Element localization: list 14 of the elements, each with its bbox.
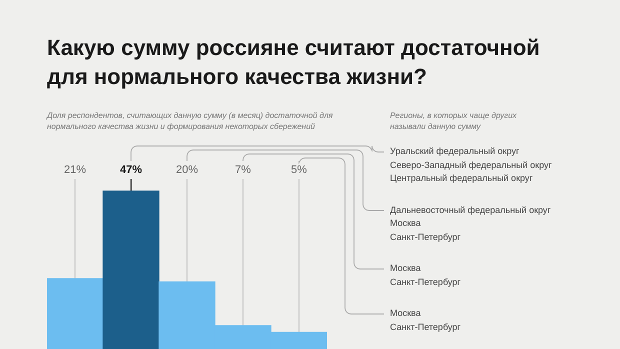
data-label: 21% [64,164,86,176]
bar [47,278,104,349]
text: Регионы, в которых чаще других называли данную сумму [390,110,517,132]
text: Дальневосточный федеральный округ Москва Санкт-Петербург [390,204,551,244]
chart-subtitle: Доля респондентов, считающих данную сумму (в месяц) достаточной для нормального качества жизни и формирования некоторых сбережений [47,110,334,132]
data-label: 5% [291,164,308,176]
bar [102,190,160,349]
data-label: 20% [176,164,198,176]
text: Москва Санкт-Петербург [390,262,461,289]
text: Москва Санкт-Петербург [390,307,461,334]
data-label: 47% [120,164,142,176]
chart-title: Какую сумму россияне считают достаточной для нормального качества жизни? [47,34,541,91]
data-label: 7% [235,164,252,176]
text: Уральский федеральный округ Северо-Западный федеральный округ Центральный федеральный округ [390,145,552,185]
